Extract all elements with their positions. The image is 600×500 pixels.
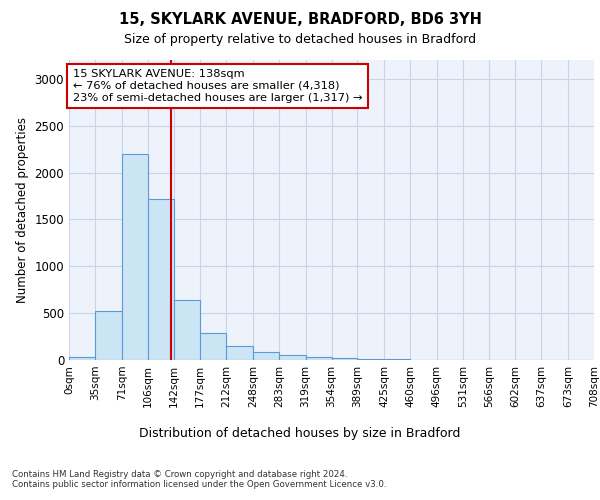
Bar <box>358 358 384 360</box>
Bar <box>174 300 200 360</box>
Y-axis label: Number of detached properties: Number of detached properties <box>16 117 29 303</box>
Bar <box>148 198 174 360</box>
Text: Size of property relative to detached houses in Bradford: Size of property relative to detached ho… <box>124 32 476 46</box>
Text: 15, SKYLARK AVENUE, BRADFORD, BD6 3YH: 15, SKYLARK AVENUE, BRADFORD, BD6 3YH <box>119 12 481 28</box>
Bar <box>200 333 226 360</box>
Bar <box>279 355 305 360</box>
Bar <box>122 154 148 360</box>
Bar <box>384 359 410 360</box>
Bar <box>331 358 358 360</box>
Bar <box>95 311 122 360</box>
Text: 15 SKYLARK AVENUE: 138sqm
← 76% of detached houses are smaller (4,318)
23% of se: 15 SKYLARK AVENUE: 138sqm ← 76% of detac… <box>73 70 362 102</box>
Bar <box>253 352 279 360</box>
Bar <box>305 357 331 360</box>
Text: Contains HM Land Registry data © Crown copyright and database right 2024.
Contai: Contains HM Land Registry data © Crown c… <box>12 470 386 490</box>
Text: Distribution of detached houses by size in Bradford: Distribution of detached houses by size … <box>139 428 461 440</box>
Bar <box>226 346 253 360</box>
Bar <box>69 357 95 360</box>
